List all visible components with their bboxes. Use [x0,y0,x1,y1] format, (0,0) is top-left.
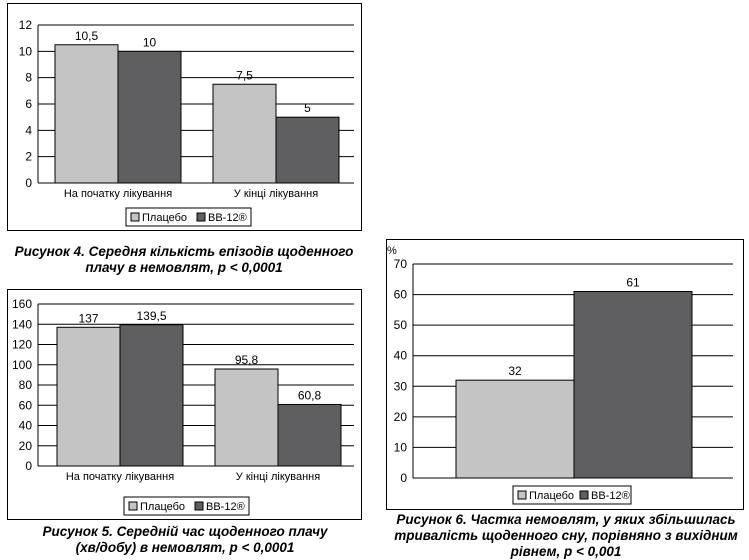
data-label: 10 [143,35,157,49]
y-tick-label: 0 [25,176,32,190]
y-tick-label: 60 [394,288,408,302]
y-tick-label: 0 [400,471,407,485]
caption-line: (хв/добу) в немовлят, р < 0,0001 [75,540,295,555]
y-tick-label: 12 [19,18,33,32]
x-tick-label: На початку лікування [66,471,174,483]
legend-label: BB-12® [591,490,630,502]
legend-swatch [130,212,140,222]
data-label: 7,5 [236,68,253,82]
legend-swatch [128,501,138,511]
y-tick-label: 8 [25,71,32,85]
legend-swatch [517,490,527,500]
caption-figure-4: Рисунок 4. Середня кількість епізодів що… [4,244,364,276]
x-tick-label: На початку лікування [64,188,172,200]
y-tick-label: 20 [394,410,408,424]
caption-figure-6: Рисунок 6. Частка немовлят, у яких збіль… [386,512,746,560]
data-label: 32 [508,364,522,378]
chart-figure-6: 0 10 20 30 40 50 60 70% 32 61 Плацебо BB-12® [387,245,733,505]
y-tick-label: 6 [25,97,32,111]
data-label: 10,5 [75,29,99,43]
chart-panel-figure-4: 0 2 4 6 8 10 12 10,5 10 На початку лікування 7,5 5 У… [7,3,362,231]
y-tick-label: 0 [25,459,32,473]
data-label: 5 [304,101,311,115]
bar [119,324,184,467]
legend-label: BB-12® [206,501,245,513]
data-label: 139,5 [136,309,166,323]
y-tick-label: 30 [394,379,408,393]
bar [573,291,693,479]
bar [275,116,340,184]
y-tick-label: 10 [394,440,408,454]
y-tick-label: 160 [12,297,32,311]
legend-label: Плацебо [529,490,574,502]
legend-swatch [194,501,204,511]
bar [214,368,279,467]
x-tick-label: У кінці лікування [236,471,320,483]
y-tick-label: 100 [12,358,32,372]
y-axis-unit-label: % [387,245,397,257]
caption-line: Рисунок 6. Частка немовлят, у яких збіль… [396,512,736,527]
bar [54,44,119,184]
chart-figure-5: 0 20 40 60 80 100 120 140 160 137 139,5 На початку … [12,297,354,516]
data-label: 137 [78,311,98,325]
chart-panel-figure-5: 0 20 40 60 80 100 120 140 160 137 139,5 На початку … [7,289,362,520]
bar [56,326,121,467]
legend-swatch [196,212,206,222]
legend-label: Плацебо [142,212,187,224]
caption-figure-5: Рисунок 5. Середній час щоденного плачу … [20,524,350,556]
caption-line: тривалість щоденного сну, порівняно з ви… [394,528,738,543]
bar [212,83,277,184]
legend-label: Плацебо [140,501,185,513]
y-tick-label: 10 [19,44,33,58]
y-tick-label: 80 [19,378,33,392]
caption-line: Рисунок 4. Середня кількість епізодів що… [14,244,354,259]
y-tick-label: 120 [12,338,32,352]
y-tick-label: 70 [394,257,408,271]
caption-line: плачу в немовлят, р < 0,0001 [85,260,283,275]
bar [117,50,182,184]
chart-panel-figure-6: 0 10 20 30 40 50 60 70% 32 61 Плацебо BB-12® [386,239,744,510]
chart-figure-4: 0 2 4 6 8 10 12 10,5 10 На початку лікування 7,5 5 У… [19,18,354,227]
y-tick-label: 40 [19,419,33,433]
y-tick-label: 2 [25,150,32,164]
legend-box [125,207,252,227]
legend-label: BB-12® [208,212,247,224]
legend-box [512,485,632,505]
x-tick-label: У кінці лікування [234,188,318,200]
y-tick-label: 4 [25,123,32,137]
data-label: 95,8 [235,353,259,367]
y-tick-label: 50 [394,318,408,332]
y-tick-label: 20 [19,439,33,453]
data-label: 60,8 [298,388,322,402]
y-tick-label: 40 [394,349,408,363]
bar [277,403,342,467]
bar [455,379,575,479]
y-tick-label: 60 [19,398,33,412]
caption-line: Рисунок 5. Середній час щоденного плачу [42,524,328,539]
caption-line: рівнем, р < 0,001 [510,544,622,559]
legend-swatch [579,490,589,500]
y-tick-label: 140 [12,317,32,331]
legend-box [123,496,250,516]
data-label: 61 [626,276,640,290]
